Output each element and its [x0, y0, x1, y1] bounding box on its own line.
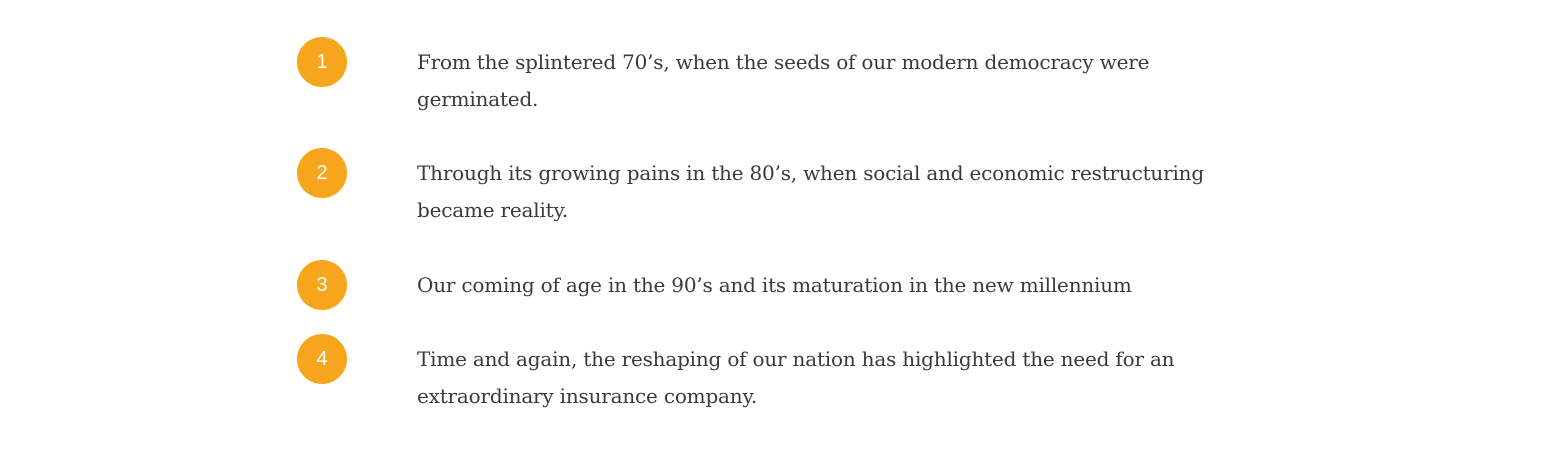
- step-text: Our coming of age in the 90’s and its ma…: [417, 273, 1132, 297]
- step-text: Time and again, the reshaping of our nat…: [417, 347, 1175, 408]
- step-number-badge: 4: [297, 334, 347, 384]
- step-number-badge: 3: [297, 260, 347, 310]
- step-text: Through its growing pains in the 80’s, w…: [417, 161, 1204, 222]
- step-text: From the splintered 70’s, when the seeds…: [417, 50, 1150, 111]
- step-number-badge: 1: [297, 37, 347, 87]
- step-number-badge: 2: [297, 148, 347, 198]
